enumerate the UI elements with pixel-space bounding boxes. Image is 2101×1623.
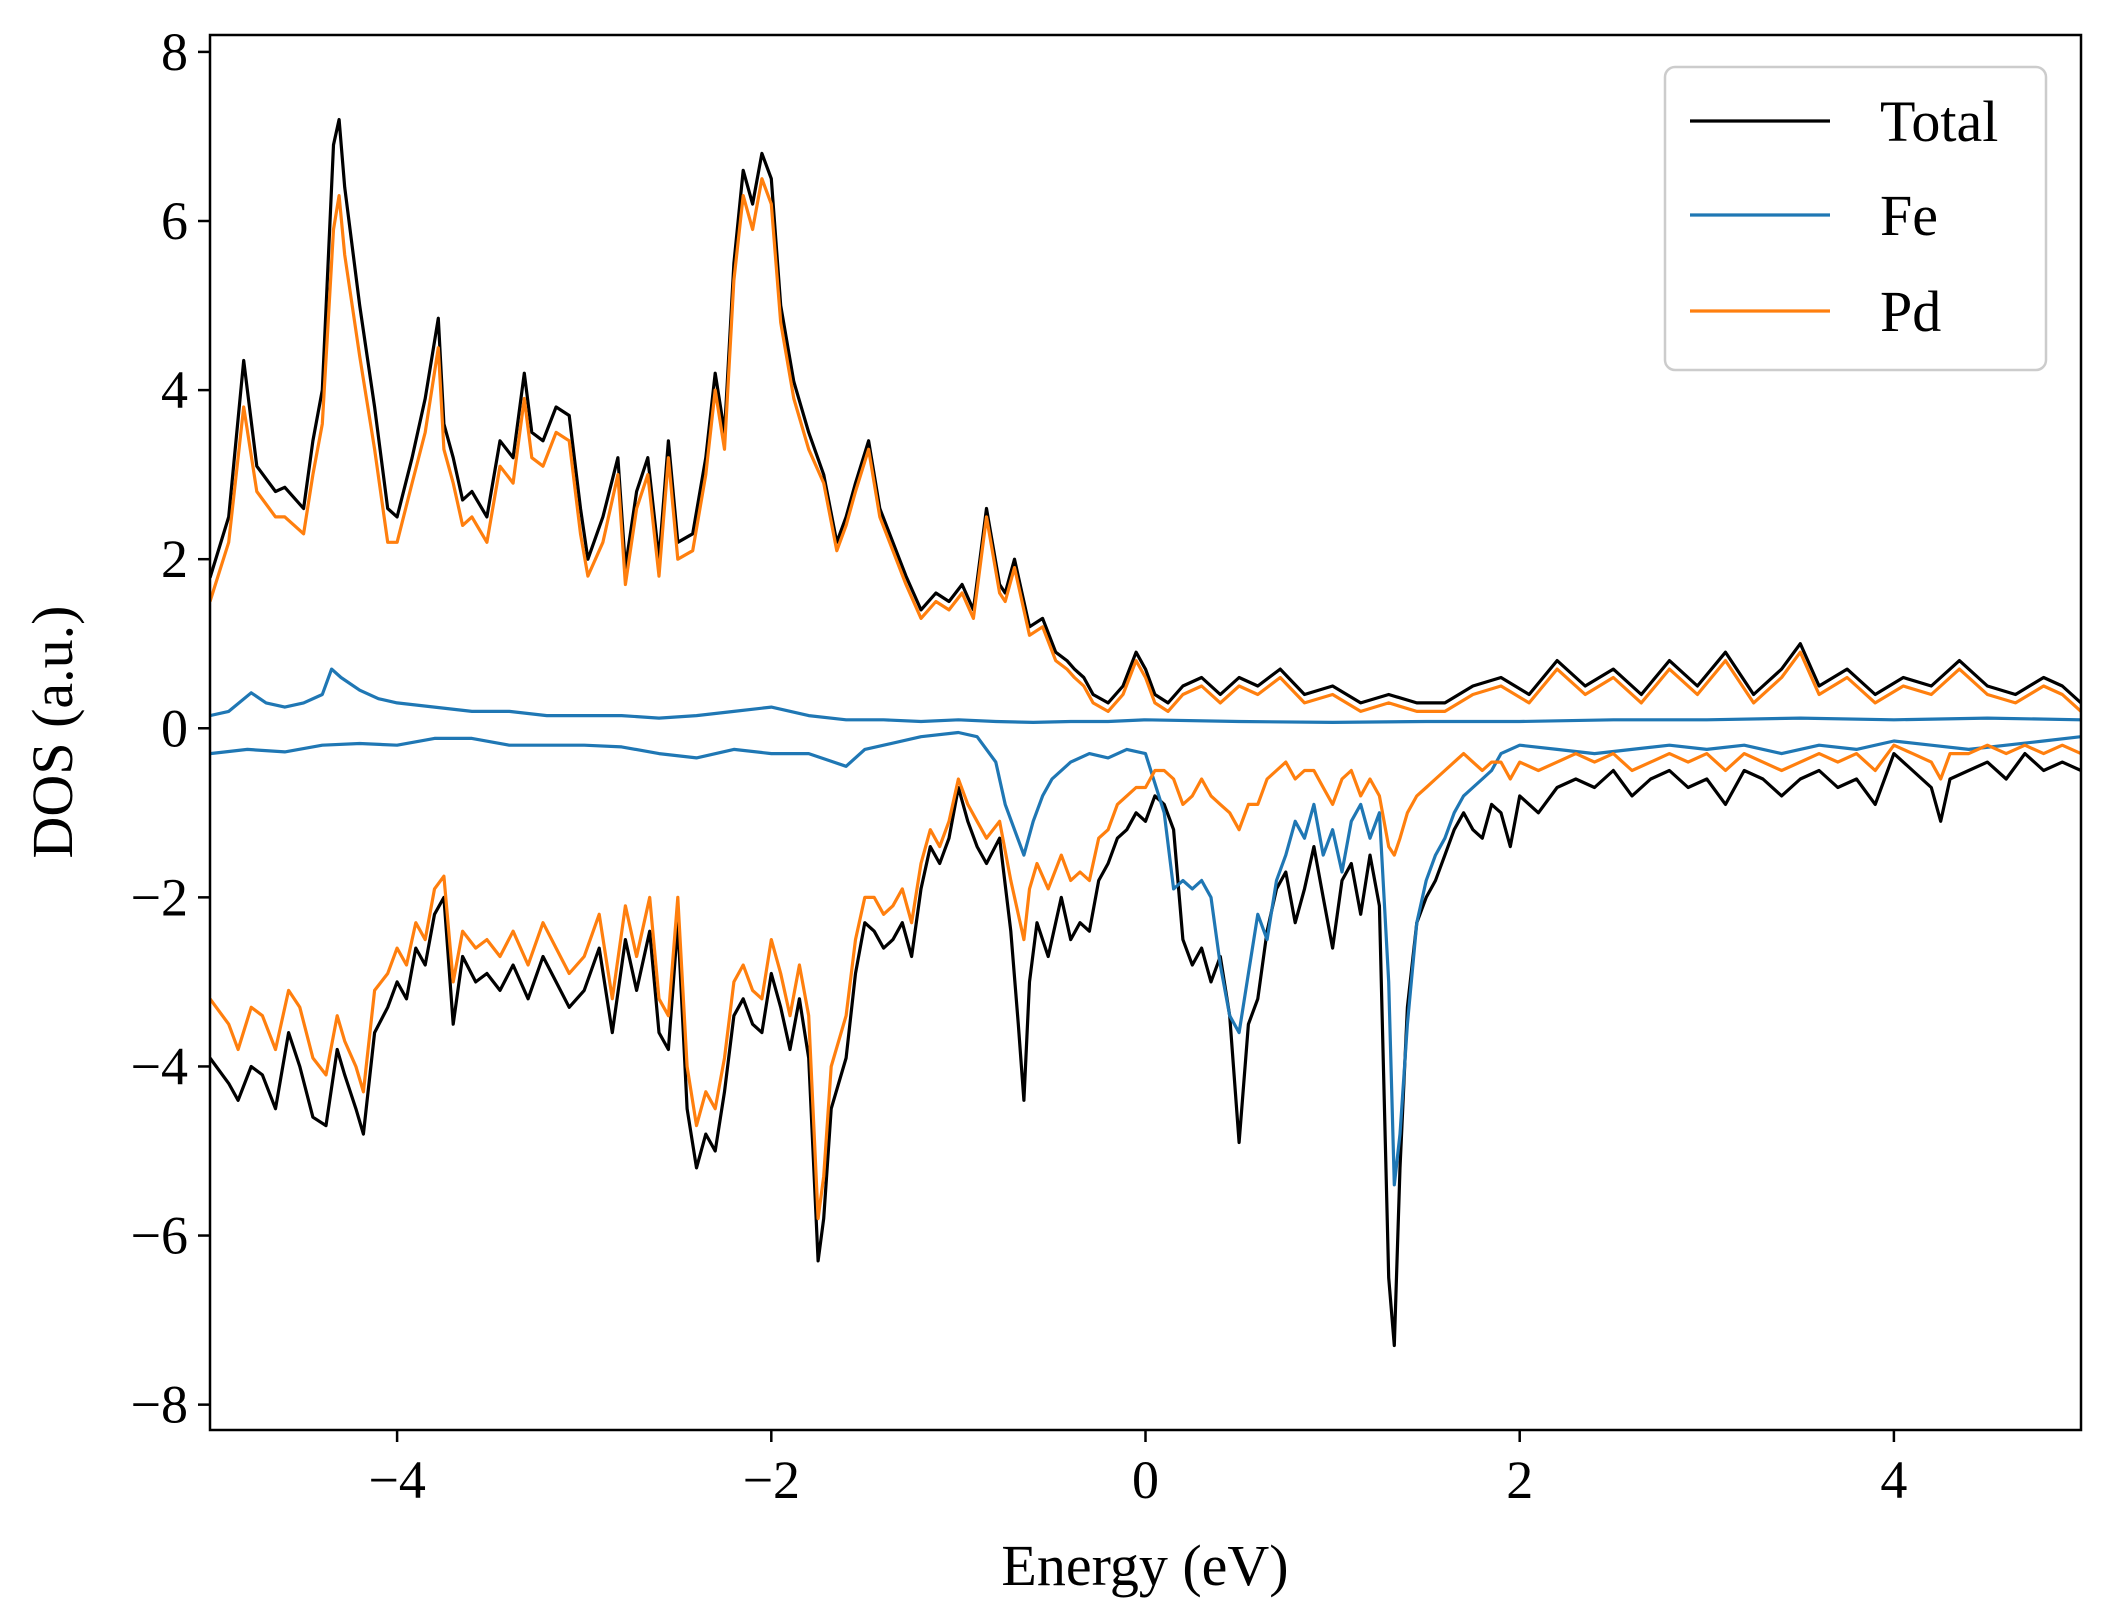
legend-label-fe: Fe <box>1880 183 1938 248</box>
series-layer <box>210 117 2081 1348</box>
y-tick-label: −6 <box>131 1206 188 1266</box>
x-tick-label: 2 <box>1506 1450 1533 1510</box>
series-line-pd-spin-up <box>210 177 2081 713</box>
y-tick-label: 6 <box>161 191 188 251</box>
x-tick-label: 0 <box>1132 1450 1159 1510</box>
y-tick-label: −4 <box>131 1036 188 1096</box>
y-axis: −8 −6 −4 −2 0 2 4 6 8 <box>131 22 210 1435</box>
legend-label-total: Total <box>1880 89 1998 154</box>
x-tick-label: 4 <box>1880 1450 1907 1510</box>
series-line-total-spin-down <box>210 752 2081 1348</box>
series-line-total-spin-up <box>210 117 2081 705</box>
y-axis-title: DOS (a.u.) <box>20 606 85 859</box>
y-tick-label: 8 <box>161 22 188 82</box>
y-tick-label: 2 <box>161 529 188 589</box>
y-tick-label: −2 <box>131 867 188 927</box>
series-line-fe-spin-down <box>210 730 2081 1187</box>
legend: Total Fe Pd <box>1663 65 2048 372</box>
y-tick-label: 4 <box>161 360 188 420</box>
x-axis-title: Energy (eV) <box>1001 1533 1288 1598</box>
x-tick-label: −4 <box>368 1450 425 1510</box>
series-line-pd-spin-down <box>210 743 2081 1221</box>
legend-box <box>1663 65 2048 372</box>
y-tick-label: −8 <box>131 1375 188 1435</box>
series-line-fe-spin-up <box>210 667 2081 724</box>
y-tick-label: 0 <box>161 698 188 758</box>
x-tick-label: −2 <box>743 1450 800 1510</box>
legend-label-pd: Pd <box>1880 279 1941 344</box>
x-axis: −4 −2 0 2 4 <box>368 1430 1907 1510</box>
